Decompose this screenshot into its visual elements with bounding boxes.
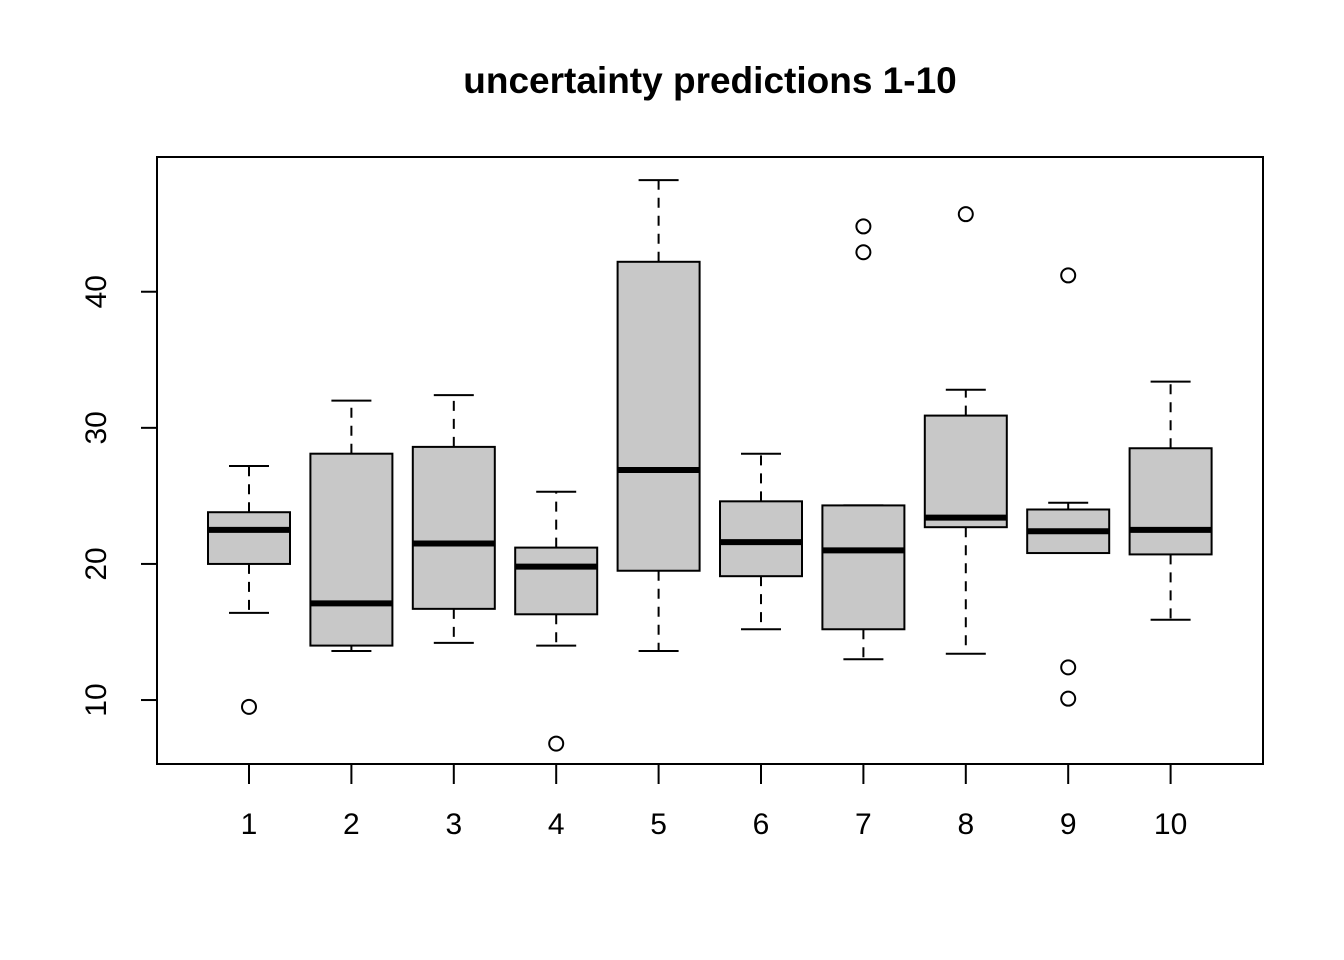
boxes-group	[207, 179, 1213, 752]
box-2	[309, 399, 394, 653]
y-tick-label: 20	[80, 547, 113, 580]
box-8	[923, 206, 1008, 655]
outlier-point	[1060, 659, 1077, 676]
iqr-box	[309, 452, 394, 647]
box-5	[616, 179, 701, 653]
plot-frame	[156, 156, 1264, 765]
y-axis: 10 20 30 40	[80, 275, 157, 717]
x-tick-label: 7	[855, 808, 872, 841]
y-tick-label: 10	[80, 683, 113, 716]
box-6	[719, 452, 803, 631]
x-tick-label: 10	[1154, 808, 1187, 841]
outlier-point	[1060, 267, 1077, 284]
x-tick-label: 4	[548, 808, 565, 841]
outlier-point	[855, 218, 872, 235]
chart-title: uncertainty predictions 1-10	[463, 60, 956, 101]
iqr-box	[207, 511, 291, 565]
box-7	[821, 218, 906, 661]
box-4	[514, 490, 599, 752]
iqr-box	[616, 260, 701, 572]
iqr-box	[1128, 447, 1213, 556]
box-10	[1128, 380, 1213, 621]
x-tick-label: 3	[445, 808, 462, 841]
box-9	[1026, 267, 1111, 707]
outlier-point	[855, 244, 872, 261]
x-axis: 1 2 3 4 5 6 7 8 9 10	[241, 764, 1187, 841]
y-tick-label: 40	[80, 275, 113, 308]
box-3	[411, 394, 496, 644]
x-tick-label: 9	[1060, 808, 1077, 841]
outlier-point	[548, 735, 565, 752]
x-tick-label: 8	[957, 808, 974, 841]
x-tick-label: 1	[241, 808, 258, 841]
x-tick-label: 2	[343, 808, 360, 841]
iqr-box	[514, 546, 599, 616]
iqr-box	[821, 504, 906, 631]
y-tick-label: 30	[80, 411, 113, 444]
iqr-box	[923, 414, 1008, 529]
outlier-point	[241, 698, 257, 715]
x-tick-label: 5	[650, 808, 667, 841]
x-tick-label: 6	[753, 808, 770, 841]
iqr-box	[719, 500, 803, 578]
box-1	[207, 464, 291, 715]
outlier-point	[957, 206, 974, 223]
iqr-box	[411, 445, 496, 610]
outlier-point	[1060, 690, 1077, 707]
